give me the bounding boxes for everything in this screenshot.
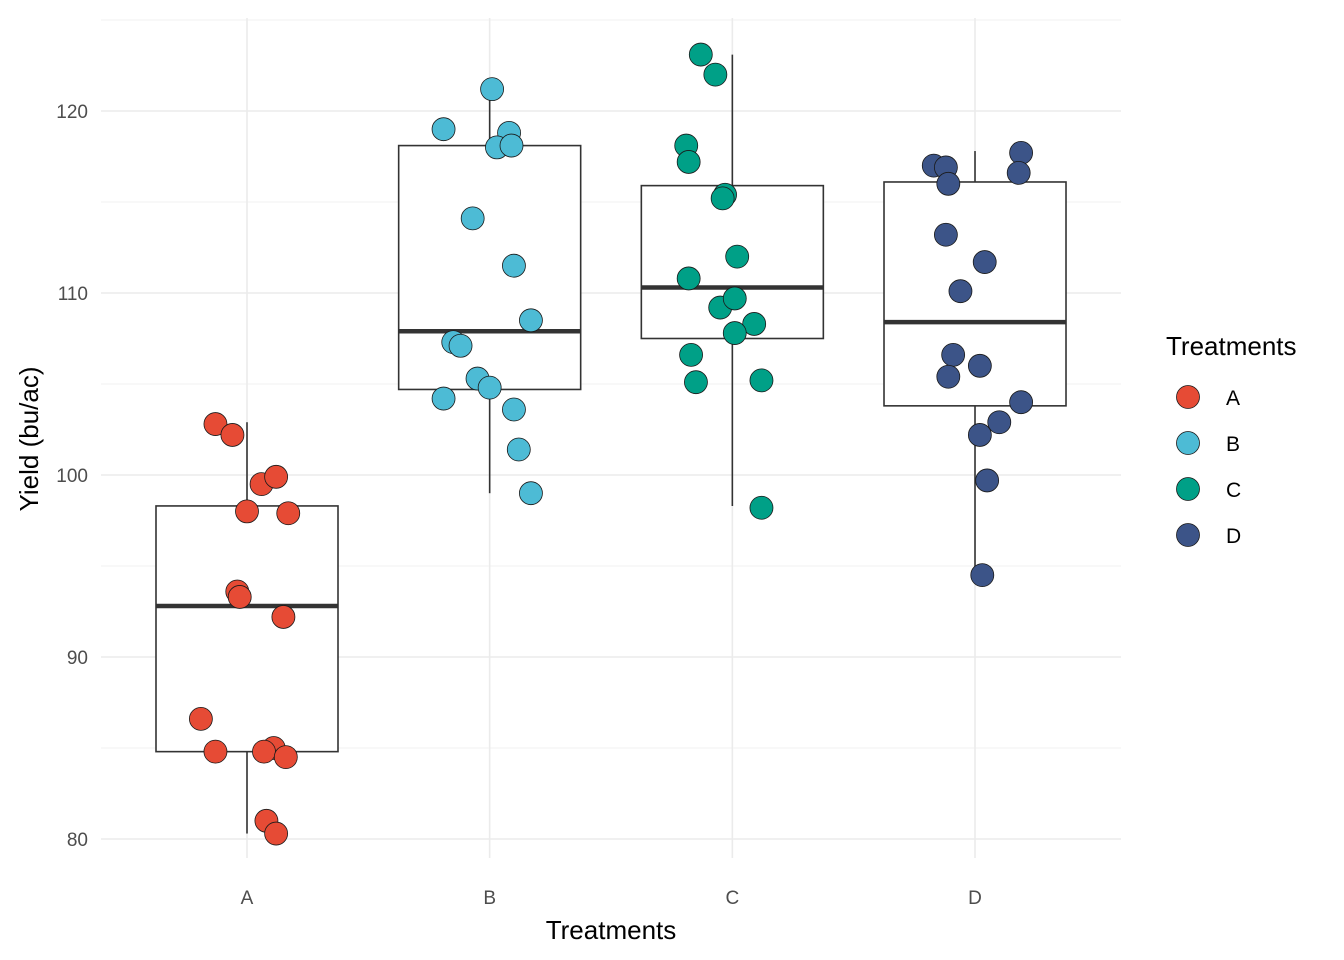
box-A — [155, 422, 339, 834]
legend-title: Treatments — [1166, 331, 1297, 361]
data-point-B — [477, 375, 502, 400]
data-point-C — [749, 495, 774, 520]
data-point-C — [703, 62, 728, 87]
data-point-C — [684, 370, 708, 395]
data-point-D — [1009, 390, 1034, 415]
legend-entry-C: C — [1176, 477, 1241, 502]
x-axis-title: Treatments — [546, 915, 677, 945]
data-point-A — [276, 501, 301, 526]
data-point-D — [936, 171, 961, 196]
x-tick-label: B — [483, 888, 496, 909]
data-point-C — [742, 312, 767, 336]
box-iqr — [397, 144, 582, 391]
data-point-B — [519, 481, 543, 506]
x-tick-label: A — [241, 888, 254, 909]
data-point-B — [480, 77, 504, 102]
y-tick-label: 80 — [67, 830, 88, 851]
box-iqr — [155, 505, 339, 753]
data-point-C — [725, 244, 750, 269]
legend-entry-D: D — [1176, 523, 1241, 548]
data-point-D — [970, 563, 995, 587]
x-tick-label: D — [968, 888, 982, 909]
y-tick-label: 110 — [58, 284, 88, 305]
data-point-C — [749, 368, 774, 393]
x-tick-label: C — [725, 888, 739, 909]
data-point-A — [203, 412, 228, 436]
data-point-C — [679, 342, 703, 367]
data-point-A — [271, 605, 296, 629]
data-point-D — [975, 468, 1000, 493]
data-point-B — [460, 206, 485, 231]
legend-entry-A: A — [1176, 385, 1240, 410]
data-point-A — [227, 585, 252, 609]
legend-key — [1176, 431, 1200, 455]
y-tick-labels: 80 90 100 110 120 — [56, 102, 88, 851]
legend-label: D — [1226, 525, 1241, 548]
data-point-C — [722, 286, 747, 311]
data-point-C — [688, 42, 713, 67]
data-point-A — [220, 423, 245, 447]
data-point-A — [264, 464, 289, 489]
data-point-A — [188, 706, 213, 731]
data-point-D — [1009, 140, 1034, 165]
data-point-C — [676, 150, 701, 174]
data-point-A — [264, 821, 289, 846]
data-point-C — [676, 266, 701, 291]
legend-key — [1176, 385, 1200, 409]
legend-label: A — [1226, 387, 1240, 410]
data-points — [188, 42, 1034, 846]
data-point-B — [519, 308, 543, 333]
data-point-D — [933, 222, 958, 247]
data-point-B — [431, 386, 456, 411]
data-point-D — [987, 410, 1012, 435]
data-point-C — [722, 321, 747, 345]
data-point-B — [506, 437, 531, 462]
y-tick-label: 90 — [67, 648, 88, 669]
data-point-D — [1006, 160, 1031, 185]
data-point-A — [273, 745, 298, 769]
data-point-C — [710, 186, 735, 211]
data-point-A — [203, 739, 228, 764]
y-tick-label: 100 — [56, 466, 88, 487]
data-point-A — [252, 739, 276, 764]
legend-label: C — [1226, 479, 1241, 502]
data-point-D — [936, 364, 961, 389]
legend-entry-B: B — [1176, 431, 1240, 456]
box-C — [640, 54, 825, 506]
data-point-D — [941, 342, 966, 367]
data-point-A — [235, 499, 259, 524]
y-axis-title: Yield (bu/ac) — [14, 367, 44, 512]
data-point-D — [967, 423, 992, 447]
data-point-B — [499, 133, 524, 158]
y-tick-label: 120 — [56, 102, 88, 123]
legend-key — [1176, 523, 1200, 547]
data-point-B — [431, 117, 456, 142]
legend-label: B — [1226, 433, 1240, 456]
x-tick-labels: A B C D — [241, 888, 982, 909]
data-point-B — [448, 333, 473, 358]
data-point-D — [967, 353, 992, 378]
box-B — [397, 89, 582, 494]
legend-key — [1176, 477, 1200, 501]
boxes — [155, 54, 1067, 834]
data-point-B — [502, 397, 526, 422]
data-point-B — [502, 253, 526, 278]
data-point-D — [972, 250, 997, 274]
data-point-D — [948, 279, 973, 304]
